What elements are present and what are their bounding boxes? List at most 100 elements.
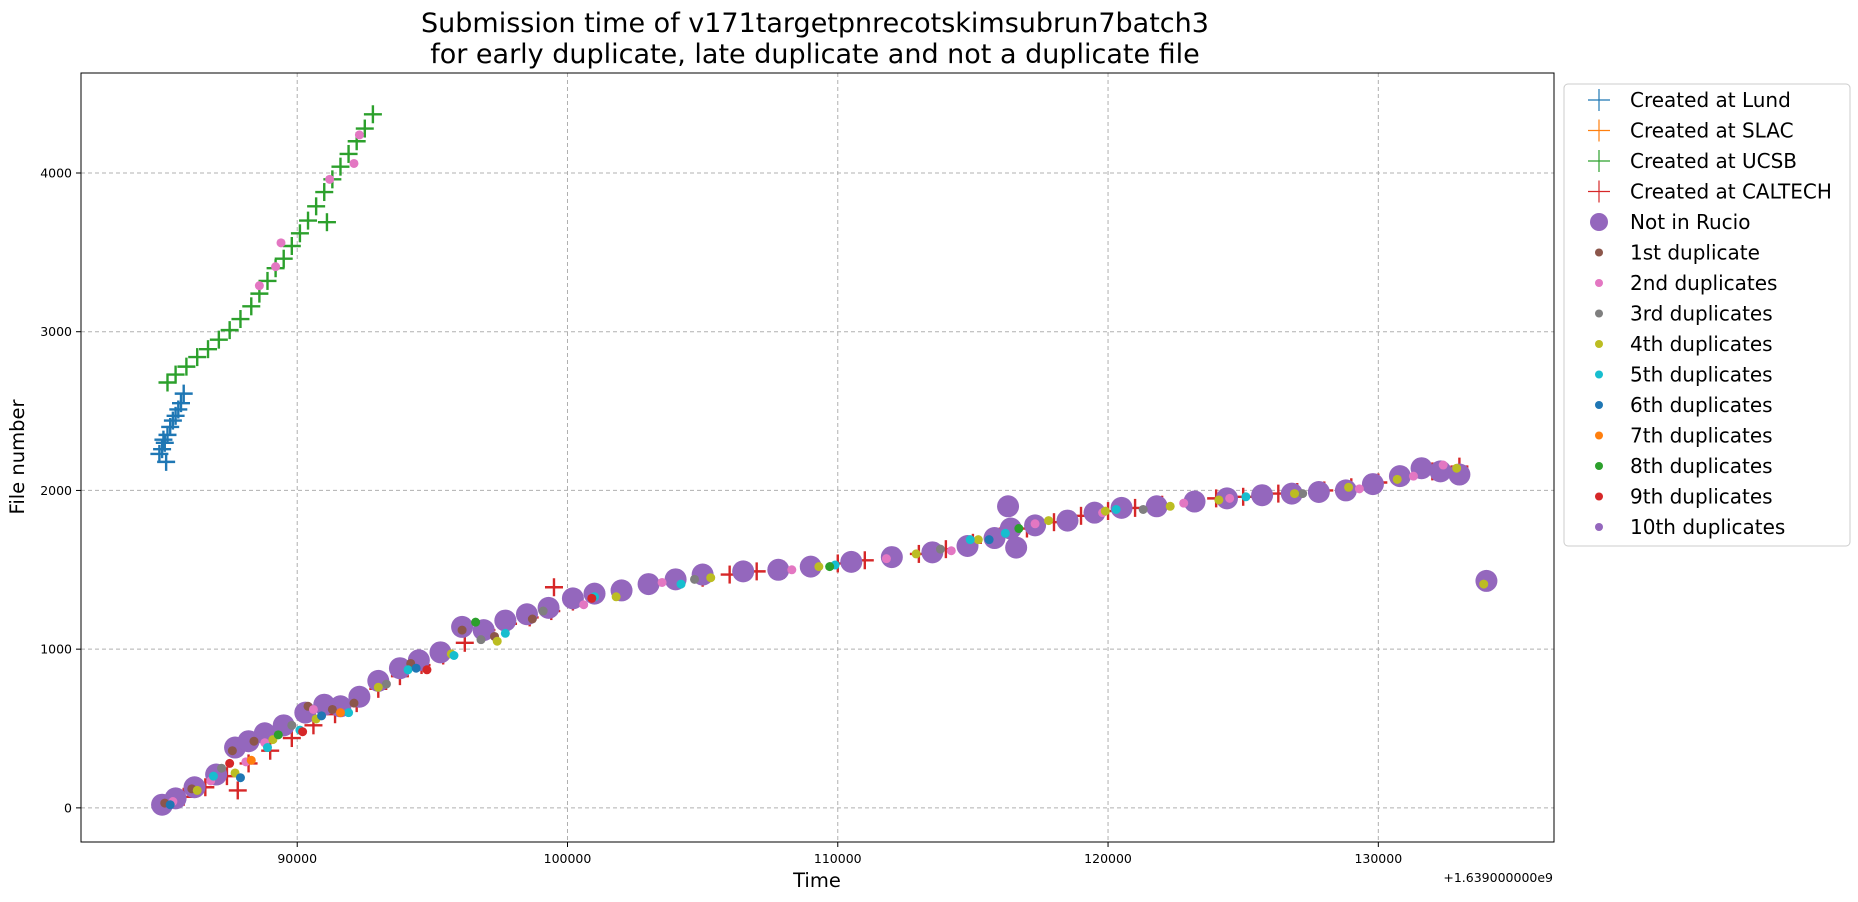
point-not-in-rucio xyxy=(997,495,1020,518)
legend-marker-10th-duplicates xyxy=(1595,523,1603,531)
legend-frame xyxy=(1563,83,1851,547)
point-8th-duplicates xyxy=(825,562,835,572)
legend-marker-created-at-slac xyxy=(1588,119,1610,142)
point-8th-duplicates xyxy=(1014,524,1024,534)
legend-entry-8th-duplicates: 8th duplicates xyxy=(1595,454,1773,478)
point-9th-duplicates xyxy=(225,758,235,768)
legend-label: 3rd duplicates xyxy=(1630,302,1773,326)
point-2nd-duplicates xyxy=(271,262,281,272)
legend-entry-10th-duplicates: 10th duplicates xyxy=(1595,515,1785,539)
point-5th-duplicates xyxy=(500,628,510,638)
series-3rd-duplicates xyxy=(217,489,1308,773)
point-created-at-ucsb xyxy=(307,197,326,216)
point-3rd-duplicates xyxy=(538,606,548,616)
point-5th-duplicates xyxy=(344,708,354,718)
point-created-at-ucsb xyxy=(331,157,350,176)
series-2nd-duplicates xyxy=(168,130,1448,807)
point-2nd-duplicates xyxy=(1408,471,1418,481)
legend-label: Created at SLAC xyxy=(1630,119,1794,143)
x-tick-label: 130000 xyxy=(1354,851,1402,866)
point-created-at-ucsb xyxy=(166,365,185,384)
point-2nd-duplicates xyxy=(946,546,956,556)
x-tick-label: 100000 xyxy=(544,851,592,866)
plot-frame xyxy=(80,72,1555,843)
point-created-at-caltech xyxy=(544,578,563,597)
point-7th-duplicates xyxy=(335,708,345,718)
series-created-at-caltech xyxy=(153,457,1496,816)
point-4th-duplicates xyxy=(814,562,824,572)
point-9th-duplicates xyxy=(422,665,432,675)
point-3rd-duplicates xyxy=(381,679,391,689)
point-4th-duplicates xyxy=(1214,495,1224,505)
point-created-at-caltech xyxy=(228,781,247,800)
point-created-at-ucsb xyxy=(188,348,207,367)
point-not-in-rucio xyxy=(1183,490,1206,513)
point-created-at-ucsb xyxy=(158,373,177,392)
legend-label: 9th duplicates xyxy=(1630,485,1773,509)
series-created-at-lund xyxy=(150,384,193,471)
plot-data xyxy=(150,105,1498,816)
point-created-at-ucsb xyxy=(282,237,301,256)
point-created-at-lund xyxy=(172,394,191,413)
point-5th-duplicates xyxy=(1241,492,1251,502)
point-2nd-duplicates xyxy=(1030,519,1040,529)
series-9th-duplicates xyxy=(225,593,597,768)
point-4th-duplicates xyxy=(1479,579,1489,589)
point-not-in-rucio xyxy=(494,609,517,632)
point-2nd-duplicates xyxy=(787,565,797,575)
point-3rd-duplicates xyxy=(690,574,700,584)
point-6th-duplicates xyxy=(165,800,175,810)
legend-marker-5th-duplicates xyxy=(1595,370,1603,379)
legend-label: 6th duplicates xyxy=(1630,393,1773,417)
point-2nd-duplicates xyxy=(308,704,318,714)
point-created-at-ucsb xyxy=(274,249,293,268)
legend-entry-created-at-slac: Created at SLAC xyxy=(1588,119,1794,143)
series-8th-duplicates xyxy=(273,524,1024,740)
y-tick-label: 0 xyxy=(64,800,72,815)
point-4th-duplicates xyxy=(1452,463,1462,473)
point-2nd-duplicates xyxy=(354,130,364,140)
point-4th-duplicates xyxy=(192,785,202,795)
legend-label: 10th duplicates xyxy=(1630,515,1785,539)
legend-label: 4th duplicates xyxy=(1630,332,1773,356)
point-4th-duplicates xyxy=(1100,506,1110,516)
legend-entry-7th-duplicates: 7th duplicates xyxy=(1595,424,1773,448)
point-2nd-duplicates xyxy=(657,577,667,587)
point-not-in-rucio xyxy=(767,558,790,581)
point-2nd-duplicates xyxy=(1438,460,1448,470)
axis-ticks: 90000 100000 110000 120000 130000 0 1000 2000 30… xyxy=(40,165,1402,866)
y-tick-label: 2000 xyxy=(40,483,72,498)
legend-marker-3rd-duplicates xyxy=(1595,309,1603,318)
x-offset-label: +1.639000000e9 xyxy=(1443,870,1553,885)
point-not-in-rucio xyxy=(1361,473,1384,496)
point-5th-duplicates xyxy=(262,743,272,753)
series-1st-duplicate xyxy=(160,614,537,808)
point-1st-duplicate xyxy=(327,704,337,714)
point-6th-duplicates xyxy=(411,663,421,673)
point-3rd-duplicates xyxy=(217,763,227,773)
y-axis-label: File number xyxy=(6,399,29,515)
point-not-in-rucio xyxy=(561,587,584,610)
point-5th-duplicates xyxy=(1111,504,1121,514)
legend-entry-9th-duplicates: 9th duplicates xyxy=(1595,485,1773,509)
point-not-in-rucio xyxy=(388,657,411,680)
legend-marker-7th-duplicates xyxy=(1595,431,1603,440)
point-5th-duplicates xyxy=(208,771,218,781)
point-7th-duplicates xyxy=(246,755,256,765)
y-tick-label: 4000 xyxy=(40,165,72,180)
point-2nd-duplicates xyxy=(349,158,359,168)
legend-entry-created-at-lund: Created at Lund xyxy=(1588,88,1791,112)
legend-entry-1st-duplicate: 1st duplicate xyxy=(1595,241,1760,265)
point-not-in-rucio xyxy=(1307,481,1330,504)
point-9th-duplicates xyxy=(587,593,597,603)
point-8th-duplicates xyxy=(471,617,481,627)
point-created-at-ucsb xyxy=(363,105,382,124)
point-created-at-ucsb xyxy=(220,321,239,340)
legend: Created at Lund Created at SLAC Created at… xyxy=(1563,83,1851,547)
point-4th-duplicates xyxy=(373,682,383,692)
point-4th-duplicates xyxy=(1392,474,1402,484)
point-5th-duplicates xyxy=(965,535,975,545)
x-axis-label: Time xyxy=(792,869,841,892)
point-not-in-rucio xyxy=(840,550,863,573)
